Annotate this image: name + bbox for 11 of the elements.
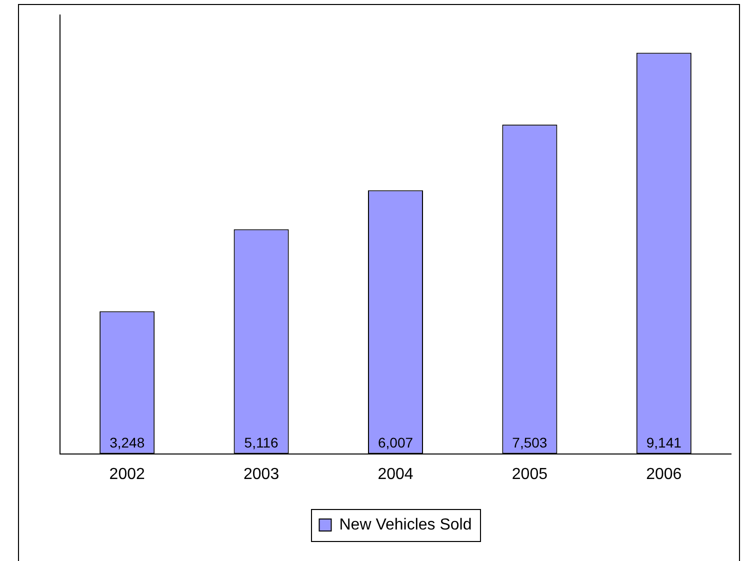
data-label: 5,116 xyxy=(244,434,279,451)
x-tick-label: 2003 xyxy=(244,466,280,483)
x-tick-label: 2005 xyxy=(512,466,548,483)
x-tick-label: 2002 xyxy=(109,466,145,483)
data-label: 9,141 xyxy=(646,434,682,451)
data-label: 3,248 xyxy=(110,434,145,451)
x-tick-label: 2004 xyxy=(378,466,414,483)
data-label: 6,007 xyxy=(378,434,414,451)
data-label: 7,503 xyxy=(512,434,548,451)
x-tick-label: 2006 xyxy=(646,466,682,483)
legend-label: New Vehicles Sold xyxy=(339,516,472,534)
